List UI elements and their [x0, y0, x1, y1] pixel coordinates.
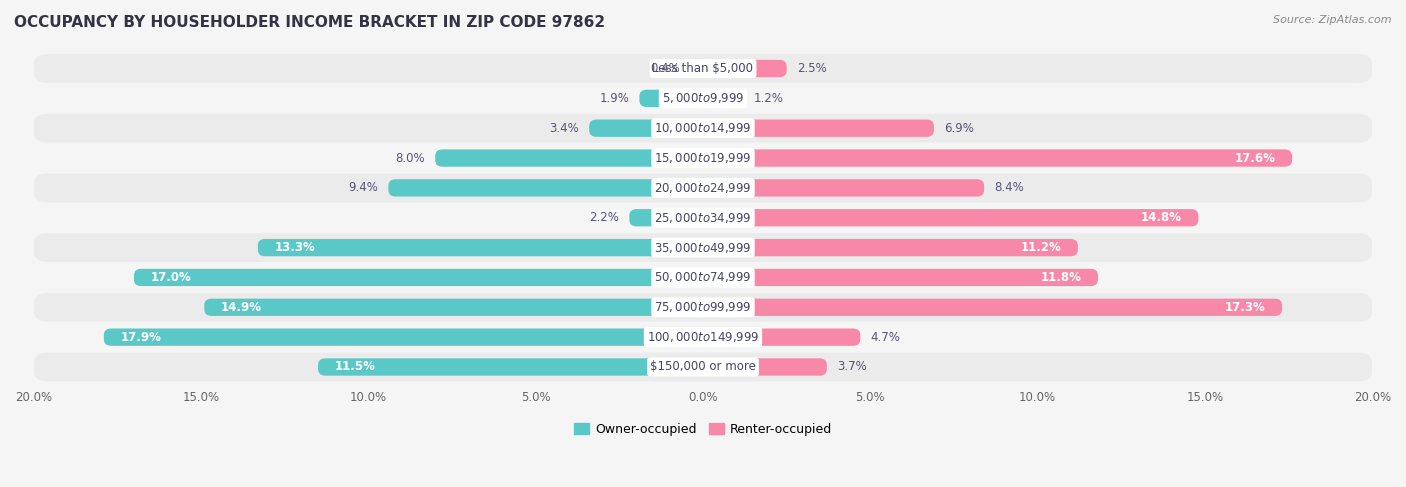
- Text: $25,000 to $34,999: $25,000 to $34,999: [654, 211, 752, 225]
- FancyBboxPatch shape: [34, 353, 1372, 381]
- Text: 11.2%: 11.2%: [1021, 241, 1062, 254]
- FancyBboxPatch shape: [689, 60, 703, 77]
- FancyBboxPatch shape: [589, 119, 703, 137]
- FancyBboxPatch shape: [640, 90, 703, 107]
- FancyBboxPatch shape: [104, 329, 703, 346]
- FancyBboxPatch shape: [388, 179, 703, 197]
- Text: $10,000 to $14,999: $10,000 to $14,999: [654, 121, 752, 135]
- FancyBboxPatch shape: [703, 239, 1078, 256]
- FancyBboxPatch shape: [34, 173, 1372, 202]
- Text: Less than $5,000: Less than $5,000: [652, 62, 754, 75]
- FancyBboxPatch shape: [703, 329, 860, 346]
- Text: 3.7%: 3.7%: [837, 360, 866, 374]
- FancyBboxPatch shape: [34, 204, 1372, 232]
- Text: 2.2%: 2.2%: [589, 211, 619, 224]
- FancyBboxPatch shape: [630, 209, 703, 226]
- Text: 8.4%: 8.4%: [994, 181, 1024, 194]
- FancyBboxPatch shape: [703, 358, 827, 375]
- Text: 14.8%: 14.8%: [1140, 211, 1181, 224]
- FancyBboxPatch shape: [257, 239, 703, 256]
- Text: 11.8%: 11.8%: [1040, 271, 1081, 284]
- Text: $100,000 to $149,999: $100,000 to $149,999: [647, 330, 759, 344]
- FancyBboxPatch shape: [703, 269, 1098, 286]
- Text: $75,000 to $99,999: $75,000 to $99,999: [654, 300, 752, 314]
- Text: 1.9%: 1.9%: [599, 92, 630, 105]
- FancyBboxPatch shape: [134, 269, 703, 286]
- Text: 6.9%: 6.9%: [943, 122, 974, 135]
- Text: 17.6%: 17.6%: [1234, 151, 1275, 165]
- FancyBboxPatch shape: [703, 209, 1198, 226]
- Text: 3.4%: 3.4%: [550, 122, 579, 135]
- Text: 4.7%: 4.7%: [870, 331, 900, 344]
- Text: 1.2%: 1.2%: [754, 92, 783, 105]
- Legend: Owner-occupied, Renter-occupied: Owner-occupied, Renter-occupied: [568, 418, 838, 441]
- Text: $35,000 to $49,999: $35,000 to $49,999: [654, 241, 752, 255]
- Text: OCCUPANCY BY HOUSEHOLDER INCOME BRACKET IN ZIP CODE 97862: OCCUPANCY BY HOUSEHOLDER INCOME BRACKET …: [14, 15, 605, 30]
- FancyBboxPatch shape: [703, 90, 744, 107]
- Text: $50,000 to $74,999: $50,000 to $74,999: [654, 270, 752, 284]
- Text: 0.4%: 0.4%: [650, 62, 679, 75]
- Text: 17.3%: 17.3%: [1225, 301, 1265, 314]
- Text: 17.0%: 17.0%: [150, 271, 191, 284]
- FancyBboxPatch shape: [34, 84, 1372, 112]
- Text: 13.3%: 13.3%: [274, 241, 315, 254]
- Text: Source: ZipAtlas.com: Source: ZipAtlas.com: [1274, 15, 1392, 25]
- Text: 17.9%: 17.9%: [121, 331, 162, 344]
- Text: 8.0%: 8.0%: [395, 151, 425, 165]
- FancyBboxPatch shape: [34, 144, 1372, 172]
- FancyBboxPatch shape: [34, 323, 1372, 352]
- FancyBboxPatch shape: [318, 358, 703, 375]
- FancyBboxPatch shape: [34, 114, 1372, 143]
- Text: 9.4%: 9.4%: [349, 181, 378, 194]
- FancyBboxPatch shape: [204, 299, 703, 316]
- FancyBboxPatch shape: [703, 299, 1282, 316]
- Text: $15,000 to $19,999: $15,000 to $19,999: [654, 151, 752, 165]
- FancyBboxPatch shape: [703, 150, 1292, 167]
- FancyBboxPatch shape: [34, 233, 1372, 262]
- FancyBboxPatch shape: [703, 119, 934, 137]
- Text: $150,000 or more: $150,000 or more: [650, 360, 756, 374]
- Text: 2.5%: 2.5%: [797, 62, 827, 75]
- Text: $5,000 to $9,999: $5,000 to $9,999: [662, 92, 744, 105]
- FancyBboxPatch shape: [703, 60, 787, 77]
- Text: 11.5%: 11.5%: [335, 360, 375, 374]
- FancyBboxPatch shape: [703, 179, 984, 197]
- FancyBboxPatch shape: [34, 293, 1372, 321]
- Text: $20,000 to $24,999: $20,000 to $24,999: [654, 181, 752, 195]
- FancyBboxPatch shape: [34, 54, 1372, 83]
- FancyBboxPatch shape: [34, 263, 1372, 292]
- FancyBboxPatch shape: [436, 150, 703, 167]
- Text: 14.9%: 14.9%: [221, 301, 262, 314]
